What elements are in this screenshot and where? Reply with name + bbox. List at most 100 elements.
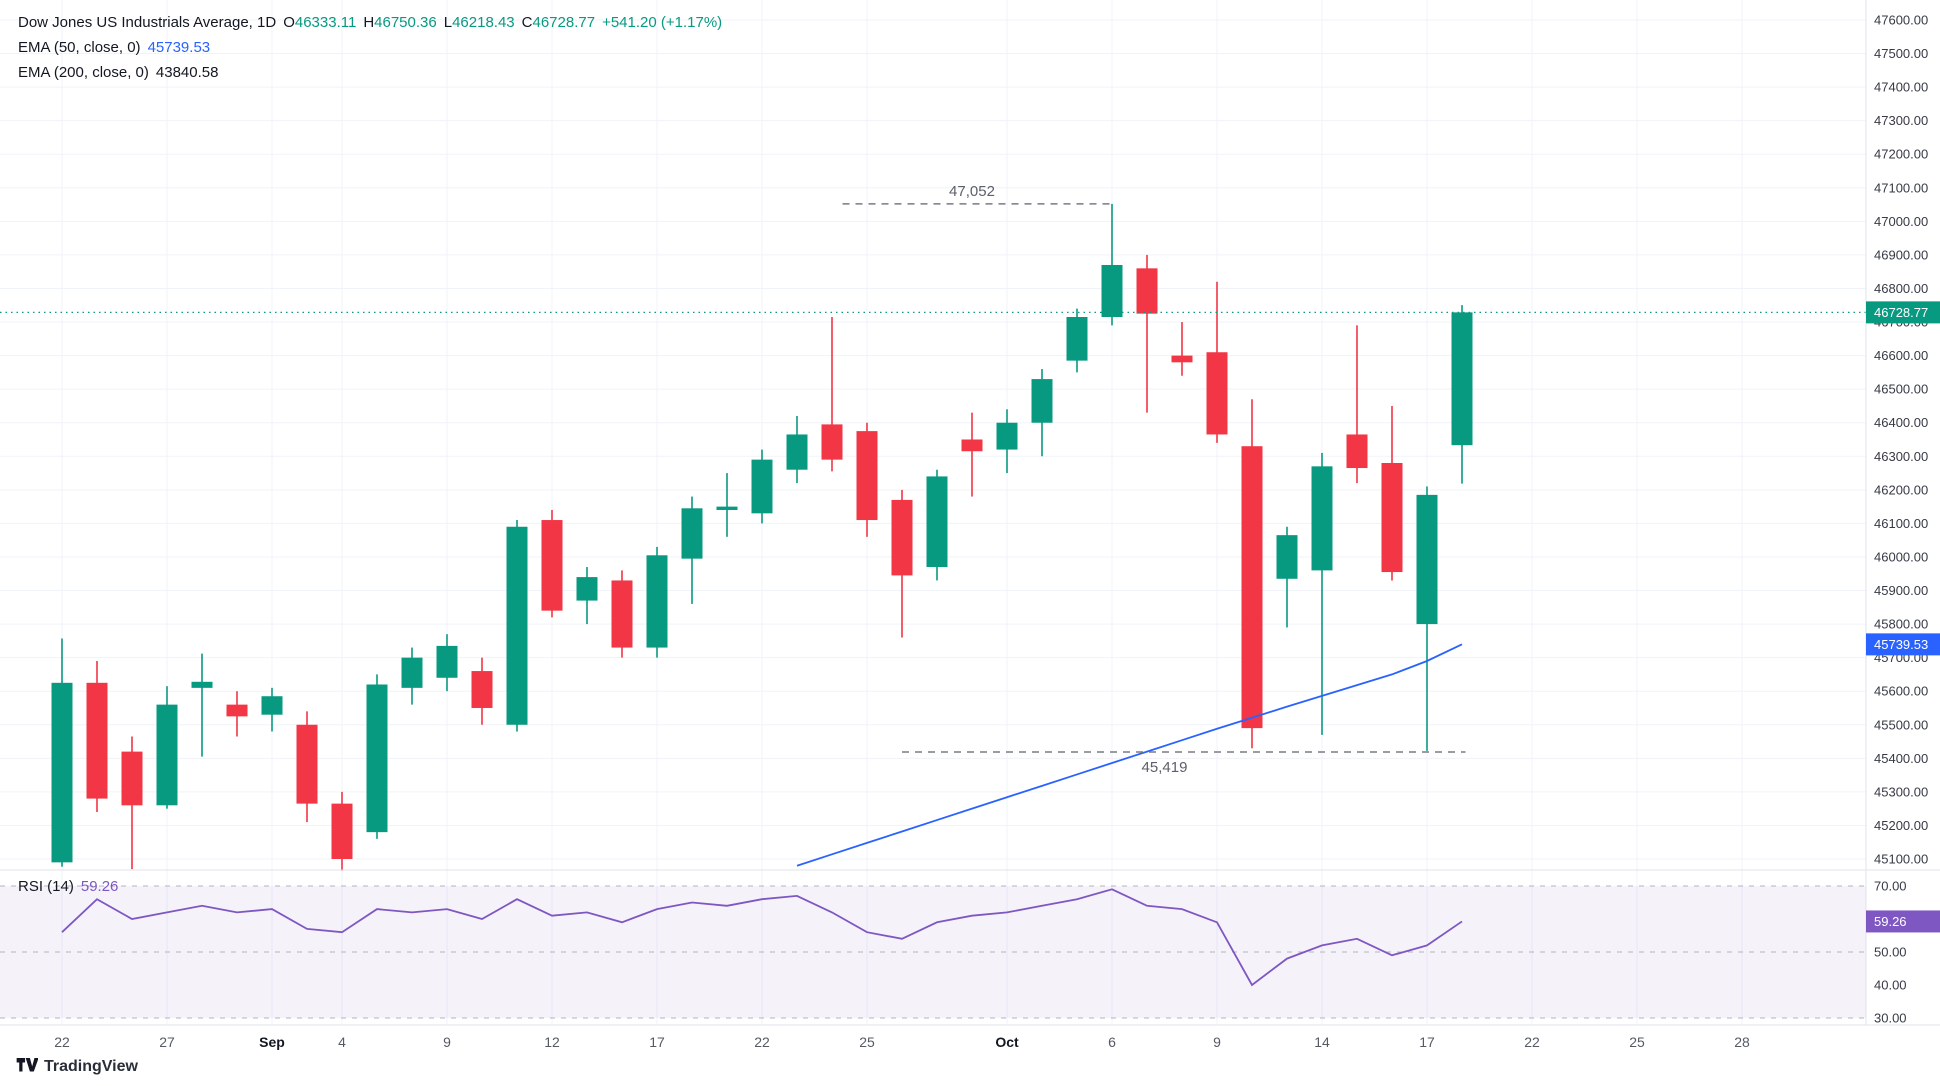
rsi-label[interactable]: RSI (14) (18, 878, 74, 895)
candle[interactable] (471, 657, 493, 725)
price-annotations: 47,052 45,419 (842, 183, 1466, 776)
candle[interactable] (996, 409, 1018, 474)
candle[interactable] (401, 647, 423, 705)
price-tick-label: 47200.00 (1874, 147, 1928, 162)
candle[interactable] (261, 687, 283, 732)
time-tick-label: 6 (1108, 1034, 1116, 1050)
candle[interactable] (961, 412, 983, 497)
price-tick-label: 45900.00 (1874, 583, 1928, 598)
candle[interactable] (1066, 308, 1088, 373)
candle[interactable] (366, 674, 388, 839)
ohlc-low: L46218.43 (443, 14, 515, 31)
tradingview-watermark[interactable]: TradingView (16, 1057, 138, 1077)
price-tick-label: 46200.00 (1874, 482, 1928, 497)
candle[interactable] (331, 791, 353, 871)
candle[interactable] (646, 546, 668, 658)
price-tick-label: 47300.00 (1874, 113, 1928, 128)
candle[interactable] (926, 469, 948, 581)
price-tick-label: 47600.00 (1874, 13, 1928, 28)
svg-text:46728.77: 46728.77 (1874, 305, 1928, 320)
candle[interactable] (1381, 405, 1403, 581)
price-tick-label: 45400.00 (1874, 751, 1928, 766)
ohlc-close: C46728.77 (521, 14, 596, 31)
time-tick-label: 22 (754, 1034, 770, 1050)
candle[interactable] (786, 416, 808, 484)
candle[interactable] (716, 473, 738, 537)
rsi-pane[interactable] (0, 885, 1866, 1019)
candle[interactable] (226, 691, 248, 737)
price-tick-label: 46600.00 (1874, 348, 1928, 363)
price-tick-label: 46500.00 (1874, 382, 1928, 397)
symbol-title[interactable]: Dow Jones US Industrials Average, 1D (18, 14, 277, 31)
candle[interactable] (121, 736, 143, 870)
ema50-value: 45739.53 (147, 39, 211, 56)
candle[interactable] (506, 520, 528, 732)
candle[interactable] (1241, 399, 1263, 749)
candle[interactable] (156, 686, 178, 809)
candle[interactable] (1206, 281, 1228, 443)
candle[interactable] (856, 422, 878, 537)
time-tick-label: 22 (54, 1034, 70, 1050)
candle[interactable] (1031, 369, 1053, 457)
candle[interactable] (751, 449, 773, 524)
time-axis[interactable]: 22 27 Sep 4 9 12 17 22 25 Oct 6 9 14 17 22 25 28 (54, 1034, 1750, 1050)
ema50-label[interactable]: EMA (50, close, 0) (18, 39, 141, 56)
last-price-badge: 46728.77 (1866, 301, 1940, 324)
annotation-label: 47,052 (949, 183, 995, 200)
candle[interactable] (576, 567, 598, 625)
time-tick-label: 4 (338, 1034, 346, 1050)
grid-lines (0, 0, 1866, 1025)
price-tick-label: 45800.00 (1874, 617, 1928, 632)
tradingview-wordmark: TradingView (44, 1058, 138, 1075)
price-tick-label: 45300.00 (1874, 784, 1928, 799)
time-tick-label: 27 (159, 1034, 175, 1050)
rsi-tick-label: 40.00 (1874, 978, 1907, 993)
candle[interactable] (821, 317, 843, 472)
open-value: 46333.11 (294, 14, 357, 31)
price-axis[interactable]: 47600.00 47500.00 47400.00 47300.00 47200.00… (1874, 13, 1928, 867)
rsi-line (61, 888, 1463, 987)
price-tick-label: 45600.00 (1874, 684, 1928, 699)
price-tick-label: 47100.00 (1874, 180, 1928, 195)
rsi-tick-label: 50.00 (1874, 945, 1907, 960)
candle[interactable] (436, 634, 458, 692)
candle[interactable] (891, 489, 913, 638)
candle[interactable] (1416, 486, 1438, 751)
candle[interactable] (1311, 452, 1333, 735)
candle[interactable] (1346, 325, 1368, 484)
time-tick-label: 14 (1314, 1034, 1330, 1050)
main-legend: Dow Jones US Industrials Average, 1D O46… (18, 10, 722, 85)
candle[interactable] (541, 509, 563, 618)
candle[interactable] (86, 660, 108, 813)
candle[interactable] (191, 653, 213, 757)
candle[interactable] (296, 711, 318, 823)
annotation-label: 45,419 (1142, 759, 1188, 776)
time-tick-label: 9 (443, 1034, 451, 1050)
time-tick-label: 28 (1734, 1034, 1750, 1050)
candles[interactable] (51, 203, 1473, 871)
ema50-badge: 45739.53 (1866, 633, 1940, 656)
change-value: +541.20 (+1.17%) (602, 14, 723, 31)
svg-text:59.26: 59.26 (1874, 914, 1907, 929)
candle[interactable] (611, 570, 633, 658)
candle[interactable] (1171, 322, 1193, 376)
ema200-label[interactable]: EMA (200, close, 0) (18, 64, 149, 81)
price-tick-label: 46300.00 (1874, 449, 1928, 464)
price-tick-label: 47500.00 (1874, 46, 1928, 61)
rsi-axis[interactable]: 70.00 50.00 40.00 30.00 (1874, 879, 1907, 1026)
ema200-value: 43840.58 (155, 64, 219, 81)
ohlc-open: O46333.11 (283, 14, 357, 31)
time-tick-label: 17 (649, 1034, 665, 1050)
candle[interactable] (1276, 526, 1298, 628)
price-tick-label: 47000.00 (1874, 214, 1928, 229)
candle[interactable] (1136, 254, 1158, 413)
pane-borders (0, 0, 1940, 1026)
candle[interactable] (51, 638, 73, 867)
candle[interactable] (681, 496, 703, 604)
candle[interactable] (1451, 305, 1473, 484)
svg-text:45739.53: 45739.53 (1874, 637, 1928, 652)
candle[interactable] (1101, 203, 1123, 326)
ema50-line (796, 643, 1463, 867)
